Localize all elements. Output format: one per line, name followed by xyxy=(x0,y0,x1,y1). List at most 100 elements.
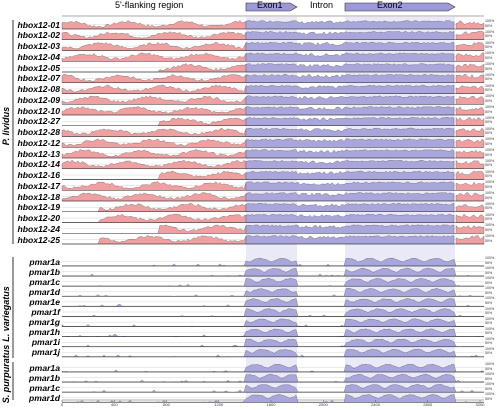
track-label: pmar1e xyxy=(29,296,60,307)
coding-conservation xyxy=(245,160,455,169)
track-label: hbox12-27 xyxy=(17,116,60,127)
track-label: pmar1f xyxy=(31,307,60,317)
track-label: hbox12-14 xyxy=(17,159,60,170)
coding-conservation xyxy=(61,318,485,327)
coding-conservation xyxy=(245,20,455,30)
percent-label: 100% xyxy=(485,336,495,341)
track-label: hbox12-10 xyxy=(17,105,60,116)
track-label: pmar1d xyxy=(28,286,60,297)
species-brackets xyxy=(12,20,14,400)
exon2-label: Exon2 xyxy=(377,0,403,10)
track-label: pmar1c xyxy=(29,382,60,393)
percent-label: 100% xyxy=(485,346,495,351)
track-label: hbox12-07 xyxy=(17,73,60,84)
flanking-conservation xyxy=(61,159,247,169)
exon1-label: Exon1 xyxy=(257,0,283,10)
downstream-conservation xyxy=(455,20,485,30)
x-tick-label: 800 xyxy=(163,402,170,407)
track-label: pmar1i xyxy=(31,337,60,348)
percent-label: 50% xyxy=(485,376,493,381)
x-tick-label: 1200 xyxy=(214,402,224,407)
percent-label: 50% xyxy=(485,184,493,189)
coding-conservation xyxy=(245,106,455,116)
coding-conservation xyxy=(61,267,485,277)
percent-label: 100% xyxy=(485,19,495,23)
percent-label: 100% xyxy=(485,115,495,120)
downstream-conservation xyxy=(455,42,485,51)
coding-conservation xyxy=(245,74,455,83)
coding-conservation xyxy=(245,52,455,62)
percent-label: 100% xyxy=(485,266,495,271)
coding-conservation xyxy=(245,235,455,245)
track-label: pmar1a xyxy=(29,256,60,267)
downstream-conservation xyxy=(455,150,485,159)
downstream-conservation xyxy=(455,127,485,137)
coding-conservation xyxy=(61,384,485,393)
coding-conservation xyxy=(245,84,455,94)
percent-label: 50% xyxy=(485,174,493,178)
track-label: hbox12-03 xyxy=(17,41,60,51)
track-label: hbox12-20 xyxy=(17,213,60,223)
coding-conservation xyxy=(245,95,455,105)
percent-label: 100% xyxy=(485,137,495,142)
track-label: hbox12-28 xyxy=(17,127,60,137)
percent-label: 50% xyxy=(485,98,493,103)
x-tick-label: 1600 xyxy=(266,402,276,407)
track-label: hbox12-13 xyxy=(17,148,60,159)
flanking-conservation xyxy=(61,84,247,94)
percent-label: 100% xyxy=(485,392,495,397)
percent-label: 50% xyxy=(485,23,493,28)
percent-label: 100% xyxy=(485,169,495,174)
percent-label: 50% xyxy=(485,109,493,114)
downstream-conservation xyxy=(455,235,485,245)
x-tick-label: 2000 xyxy=(318,402,328,407)
downstream-conservation xyxy=(455,170,485,180)
percent-label: 50% xyxy=(485,195,493,200)
flanking-region-label: 5'-flanking region xyxy=(115,0,184,10)
coding-conservation xyxy=(245,181,455,191)
flanking-conservation xyxy=(62,63,247,73)
downstream-conservation xyxy=(455,31,485,40)
percent-label: 50% xyxy=(485,217,493,221)
track-label: hbox12-04 xyxy=(17,51,60,62)
percent-label: 100% xyxy=(485,72,495,77)
track-label: pmar1d xyxy=(28,392,60,403)
downstream-conservation xyxy=(455,204,485,212)
coding-conservation xyxy=(245,213,455,223)
percent-label: 100% xyxy=(485,94,495,99)
percent-label: 100% xyxy=(485,306,495,311)
percent-label: 100% xyxy=(485,40,495,45)
flanking-conservation xyxy=(62,235,247,245)
percent-label: 100% xyxy=(485,62,495,66)
percent-label: 100% xyxy=(485,286,495,291)
flanking-conservation xyxy=(61,74,247,83)
track-label: hbox12-02 xyxy=(17,30,60,41)
flanking-conservation xyxy=(61,31,247,40)
percent-label: 100% xyxy=(485,362,495,366)
percent-label: 50% xyxy=(485,34,493,39)
percent-label: 50% xyxy=(485,152,493,157)
track-label: hbox12-19 xyxy=(17,202,60,213)
percent-label: 50% xyxy=(485,290,493,295)
percent-label: 50% xyxy=(485,227,493,232)
flanking-conservation xyxy=(61,95,247,105)
percent-label: 50% xyxy=(485,311,493,315)
track-label: hbox12-05 xyxy=(17,62,60,73)
percent-label: 100% xyxy=(485,158,495,163)
x-tick-label: 2400 xyxy=(371,402,380,407)
percent-label: 100% xyxy=(485,382,495,387)
exon1-arrow xyxy=(245,2,298,12)
percent-label: 100% xyxy=(485,105,495,109)
intron-label: Intron xyxy=(310,0,334,10)
coding-conservation xyxy=(61,288,485,297)
track-label: hbox12-17 xyxy=(17,180,60,191)
flanking-conservation xyxy=(61,52,247,62)
track-label: pmar1b xyxy=(28,372,60,383)
x-tick-label: 3200 xyxy=(475,402,485,407)
percent-label: 100% xyxy=(485,180,495,185)
flanking-conservation xyxy=(61,106,247,116)
coding-conservation xyxy=(245,41,455,51)
percent-label: 50% xyxy=(485,270,493,275)
downstream-conservation xyxy=(455,106,485,116)
